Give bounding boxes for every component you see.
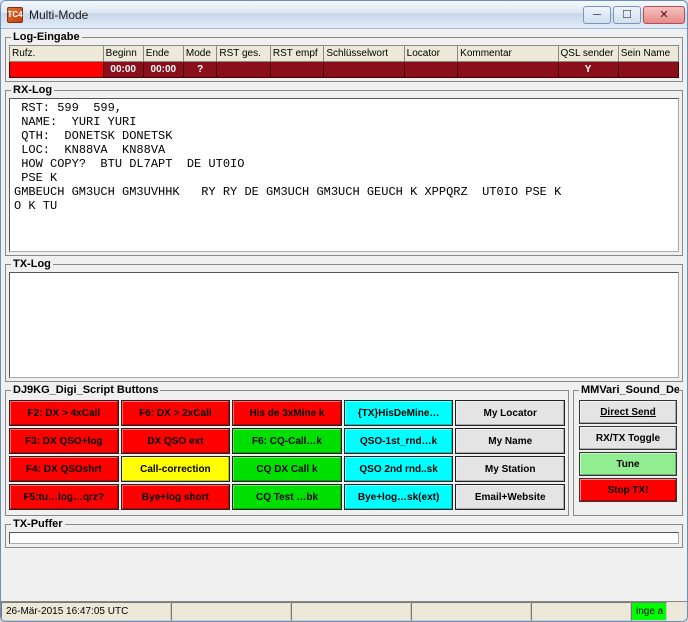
statusbar-cell: 26-Mär-2015 16:47:05 UTC bbox=[1, 602, 171, 621]
window-title: Multi-Mode bbox=[29, 8, 583, 22]
script-button[interactable]: DX QSO ext bbox=[121, 428, 231, 454]
window-buttons: ─ ☐ ✕ bbox=[583, 6, 685, 24]
log-cell[interactable] bbox=[458, 62, 558, 78]
script-button[interactable]: My Locator bbox=[455, 400, 565, 426]
log-col-header[interactable]: RST ges. bbox=[217, 46, 271, 62]
app-window: TC4 Multi-Mode ─ ☐ ✕ Log-Eingabe Rufz.Be… bbox=[0, 0, 688, 622]
log-cell[interactable] bbox=[10, 62, 104, 78]
lower-panel: DJ9KG_Digi_Script Buttons F2: DX > 4xCal… bbox=[5, 384, 683, 516]
script-button[interactable]: Bye+log short bbox=[121, 484, 231, 510]
log-col-header[interactable]: Schlüsselwort bbox=[324, 46, 404, 62]
log-eingabe-group: Log-Eingabe Rufz.BeginnEndeModeRST ges.R… bbox=[5, 31, 683, 82]
script-button[interactable]: QSO 2nd rnd..sk bbox=[344, 456, 454, 482]
minimize-button[interactable]: ─ bbox=[583, 6, 611, 24]
log-cell[interactable]: Y bbox=[558, 62, 618, 78]
log-col-header[interactable]: Rufz. bbox=[10, 46, 104, 62]
script-button[interactable]: F6: CQ-Call…k bbox=[232, 428, 342, 454]
rx-log-legend: RX-Log bbox=[11, 84, 54, 96]
mmvari-buttons: Direct SendRX/TX ToggleTuneStop TX! bbox=[577, 400, 679, 502]
log-cell[interactable]: 00:00 bbox=[143, 62, 183, 78]
tx-puffer-legend: TX-Puffer bbox=[11, 518, 65, 530]
script-button[interactable]: His de 3xMine k bbox=[232, 400, 342, 426]
log-cell[interactable] bbox=[270, 62, 324, 78]
statusbar-cell bbox=[291, 602, 411, 621]
statusbar-cell bbox=[531, 602, 631, 621]
mmvari-button[interactable]: Direct Send bbox=[579, 400, 677, 424]
log-col-header[interactable]: Locator bbox=[404, 46, 458, 62]
log-col-header[interactable]: Beginn bbox=[103, 46, 143, 62]
mmvari-button[interactable]: Stop TX! bbox=[579, 478, 677, 502]
script-button[interactable]: QSO-1st_rnd…k bbox=[344, 428, 454, 454]
titlebar: TC4 Multi-Mode ─ ☐ ✕ bbox=[1, 1, 687, 29]
script-button[interactable]: Bye+log…sk(ext) bbox=[344, 484, 454, 510]
log-col-header[interactable]: QSL sender bbox=[558, 46, 618, 62]
log-cell[interactable] bbox=[217, 62, 271, 78]
script-button[interactable]: F3: DX QSO+log bbox=[9, 428, 119, 454]
log-cell[interactable] bbox=[618, 62, 678, 78]
tx-log-group: TX-Log bbox=[5, 258, 683, 382]
log-cell[interactable] bbox=[404, 62, 458, 78]
script-button[interactable]: F2: DX > 4xCall bbox=[9, 400, 119, 426]
client-area: Log-Eingabe Rufz.BeginnEndeModeRST ges.R… bbox=[1, 29, 687, 601]
script-button[interactable]: {TX}HisDeMine… bbox=[344, 400, 454, 426]
log-eingabe-table: Rufz.BeginnEndeModeRST ges.RST empfSchlü… bbox=[9, 45, 679, 78]
script-button[interactable]: Call-correction bbox=[121, 456, 231, 482]
log-col-header[interactable]: RST empf bbox=[270, 46, 324, 62]
statusbar-cell bbox=[171, 602, 291, 621]
log-col-header[interactable]: Sein Name bbox=[618, 46, 678, 62]
maximize-button[interactable]: ☐ bbox=[613, 6, 641, 24]
tx-puffer-textarea[interactable] bbox=[9, 532, 679, 544]
app-icon: TC4 bbox=[7, 7, 23, 23]
script-button[interactable]: Email+Website bbox=[455, 484, 565, 510]
statusbar: 26-Mär-2015 16:47:05 UTC inge a bbox=[1, 601, 687, 621]
script-buttons-group: DJ9KG_Digi_Script Buttons F2: DX > 4xCal… bbox=[5, 384, 569, 516]
log-col-header[interactable]: Ende bbox=[143, 46, 183, 62]
mmvari-legend: MMVari_Sound_Device Bu bbox=[579, 384, 679, 396]
close-button[interactable]: ✕ bbox=[643, 6, 685, 24]
script-button[interactable]: My Station bbox=[455, 456, 565, 482]
script-buttons-legend: DJ9KG_Digi_Script Buttons bbox=[11, 384, 160, 396]
rx-log-textarea[interactable]: RST: 599 599, NAME: YURI YURI QTH: DONET… bbox=[9, 98, 679, 252]
script-button[interactable]: CQ Test …bk bbox=[232, 484, 342, 510]
mmvari-group: MMVari_Sound_Device Bu Direct SendRX/TX … bbox=[573, 384, 683, 516]
script-button[interactable]: F4: DX QSOshrt bbox=[9, 456, 119, 482]
mmvari-button[interactable]: RX/TX Toggle bbox=[579, 426, 677, 450]
tx-log-textarea[interactable] bbox=[9, 272, 679, 378]
log-eingabe-legend: Log-Eingabe bbox=[11, 31, 82, 43]
rx-log-group: RX-Log RST: 599 599, NAME: YURI YURI QTH… bbox=[5, 84, 683, 256]
script-button[interactable]: F5:tu…log…qrz? bbox=[9, 484, 119, 510]
script-buttons-grid: F2: DX > 4xCallF6: DX > 2xCallHis de 3xM… bbox=[9, 398, 565, 512]
script-button[interactable]: My Name bbox=[455, 428, 565, 454]
statusbar-cell: inge a bbox=[631, 602, 667, 621]
statusbar-cell bbox=[411, 602, 531, 621]
script-button[interactable]: F6: DX > 2xCall bbox=[121, 400, 231, 426]
mmvari-button[interactable]: Tune bbox=[579, 452, 677, 476]
log-col-header[interactable]: Kommentar bbox=[458, 46, 558, 62]
log-cell[interactable]: ? bbox=[183, 62, 216, 78]
log-col-header[interactable]: Mode bbox=[183, 46, 216, 62]
script-button[interactable]: CQ DX Call k bbox=[232, 456, 342, 482]
log-cell[interactable]: 00:00 bbox=[103, 62, 143, 78]
log-cell[interactable] bbox=[324, 62, 404, 78]
tx-log-legend: TX-Log bbox=[11, 258, 53, 270]
tx-puffer-group: TX-Puffer bbox=[5, 518, 683, 548]
